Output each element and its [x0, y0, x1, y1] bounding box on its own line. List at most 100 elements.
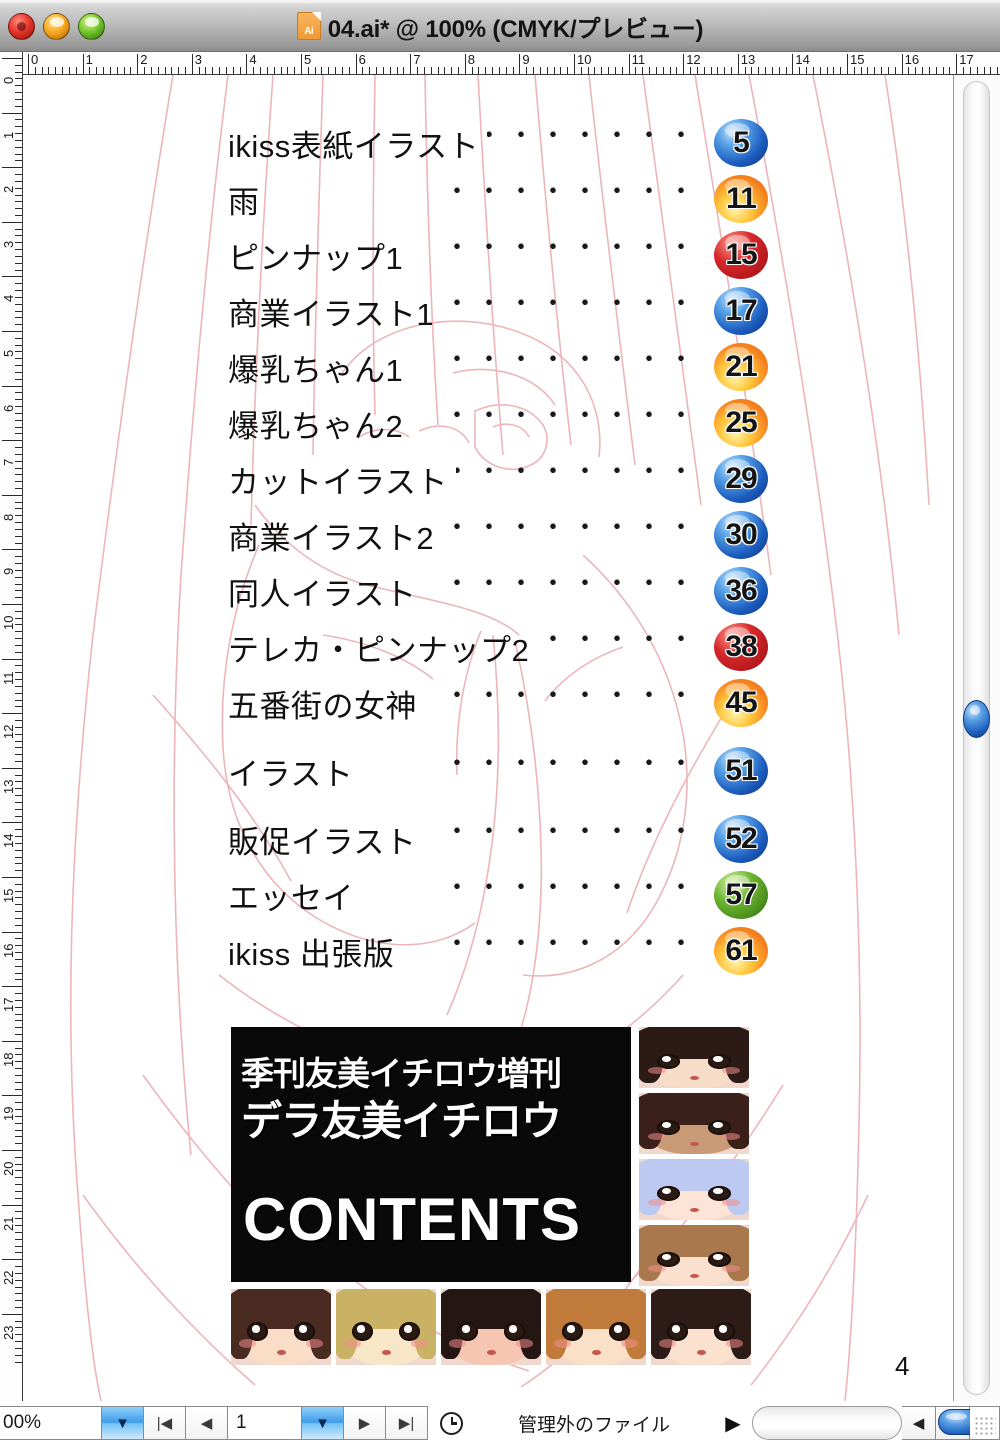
- ruler-tick-minor: [314, 67, 316, 74]
- ruler-tick: [2, 167, 22, 169]
- first-page-button[interactable]: |◀: [144, 1406, 186, 1440]
- ruler-tick-minor: [690, 67, 692, 74]
- ruler-tick-minor: [840, 67, 842, 74]
- last-page-button[interactable]: ▶|: [386, 1406, 428, 1440]
- ruler-tick-minor: [451, 67, 453, 74]
- toc-entry-title: イラスト: [228, 756, 354, 792]
- resize-grip[interactable]: [970, 1406, 1000, 1440]
- ruler-tick-minor: [15, 774, 22, 776]
- status-popup-arrow-icon[interactable]: ▶: [725, 1412, 741, 1435]
- table-of-contents: ikiss表紙イラスト・・・・・・・・5雨・・・・・・・・11ピンナップ1・・・…: [228, 115, 768, 979]
- ruler-tick-minor: [15, 945, 22, 947]
- artboard-canvas[interactable]: ikiss表紙イラスト・・・・・・・・5雨・・・・・・・・11ピンナップ1・・・…: [23, 75, 953, 1401]
- ruler-tick-minor: [260, 67, 262, 74]
- ruler-tick-minor: [942, 67, 944, 74]
- ruler-label: 20: [1, 1161, 16, 1176]
- ruler-tick-minor: [15, 242, 22, 244]
- ruler-label: 15: [1, 888, 16, 903]
- ruler-tick: [2, 767, 22, 769]
- ruler-tick-minor: [567, 67, 569, 74]
- ruler-tick-minor: [594, 67, 596, 74]
- ruler-tick-minor: [15, 1006, 22, 1008]
- ruler-label: 1: [1, 131, 16, 139]
- ruler-tick-minor: [915, 67, 917, 74]
- ruler-tick: [2, 1150, 22, 1151]
- ruler-tick-minor: [15, 1129, 22, 1131]
- ruler-tick-minor: [15, 515, 22, 517]
- toc-page-badge: 51: [714, 747, 768, 795]
- thumb-blue-hair-girl: [639, 1159, 749, 1220]
- ruler-tick-minor: [15, 1088, 22, 1090]
- ruler-tick-minor: [676, 67, 678, 74]
- ruler-tick-minor: [15, 583, 22, 585]
- ruler-tick-minor: [949, 67, 951, 74]
- ruler-tick-minor: [696, 67, 698, 74]
- horizontal-scrollbar-track[interactable]: [752, 1406, 986, 1440]
- ruler-tick-minor: [15, 235, 22, 237]
- ruler-tick: [2, 58, 22, 59]
- close-button[interactable]: [8, 13, 35, 40]
- thumbnail-row: [231, 1289, 755, 1365]
- vertical-ruler[interactable]: 0 1 2 3 4 5 6 7 8 9 10 11 12 13 14 15 16 17 18 19 20 21 22 23: [0, 52, 23, 1401]
- ruler-tick-minor: [15, 692, 22, 694]
- ruler-tick-minor: [15, 1231, 22, 1233]
- toc-entry: 商業イラスト2 ・・・・・・・・ 30: [228, 507, 768, 563]
- ruler-tick-minor: [15, 1279, 22, 1281]
- ruler-tick-minor: [15, 139, 22, 141]
- ruler-tick-minor: [15, 1109, 22, 1111]
- ruler-tick-minor: [15, 467, 22, 469]
- vertical-scrollbar-thumb[interactable]: [963, 700, 990, 738]
- ruler-label: 7: [1, 458, 16, 467]
- ruler-tick: [901, 54, 903, 74]
- vertical-scrollbar[interactable]: [953, 75, 1000, 1401]
- toc-entry-title: ikiss表紙イラスト: [228, 128, 480, 164]
- toc-page-badge: 15: [714, 231, 768, 279]
- toc-entry: 販促イラスト ・・・・・・・・ 52: [228, 811, 768, 867]
- ruler-tick-minor: [335, 67, 337, 74]
- ruler-label: 2: [140, 52, 148, 67]
- ruler-tick-minor: [239, 67, 241, 74]
- toc-page-badge: 45: [714, 679, 768, 727]
- ruler-tick-minor: [15, 1047, 22, 1049]
- scroll-left-button[interactable]: ◀: [902, 1406, 936, 1440]
- minimize-button[interactable]: [43, 13, 70, 40]
- toc-entry-title: エッセイ: [228, 880, 354, 916]
- ruler-tick-minor: [15, 1061, 22, 1063]
- next-page-button[interactable]: ▶: [344, 1406, 386, 1440]
- toc-entry-title: 同人イラスト: [228, 576, 417, 612]
- zoom-popup-button[interactable]: ▼: [102, 1406, 144, 1440]
- previous-page-button[interactable]: ◀: [186, 1406, 228, 1440]
- ruler-tick-minor: [15, 1163, 22, 1165]
- zoom-level-field[interactable]: 00%: [0, 1406, 102, 1440]
- window-titlebar[interactable]: Ai 04.ai* @ 100% (CMYK/プレビュー): [0, 0, 1000, 52]
- vertical-scrollbar-track[interactable]: [963, 81, 990, 1395]
- ruler-tick-minor: [150, 67, 152, 74]
- toc-leader-dots: ・・・・・・・・: [443, 823, 700, 846]
- ruler-tick-minor: [15, 290, 22, 292]
- ruler-label: 17: [1, 997, 16, 1013]
- horizontal-ruler[interactable]: 0 1 2 3 4 5 6 7 8 9 10 11 12 13 14 15 16 17: [22, 52, 1000, 75]
- ruler-tick-minor: [15, 508, 22, 510]
- zoom-button[interactable]: [78, 13, 105, 40]
- page-popup-button[interactable]: ▼: [302, 1406, 344, 1440]
- ruler-tick-minor: [15, 795, 22, 797]
- toc-entry-title: 爆乳ちゃん2: [228, 408, 404, 444]
- ruler-tick-minor: [444, 67, 446, 74]
- ruler-tick-minor: [15, 419, 22, 421]
- ruler-tick-minor: [15, 999, 22, 1001]
- ruler-tick: [246, 54, 248, 74]
- ruler-label: 11: [631, 52, 646, 67]
- illustrator-ai-document-icon: Ai: [296, 12, 321, 40]
- ruler-tick-minor: [751, 67, 753, 74]
- ruler-tick-minor: [34, 67, 36, 74]
- ruler-tick-minor: [15, 174, 22, 176]
- toc-page-badge: 38: [714, 623, 768, 671]
- toc-entry-title: カットイラスト: [228, 464, 448, 500]
- thumb-black-hair-girl: [441, 1289, 541, 1365]
- page-number-field[interactable]: 1: [228, 1406, 302, 1440]
- ruler-label: 3: [194, 52, 203, 67]
- ruler-tick-minor: [867, 67, 869, 74]
- ruler-tick-minor: [15, 194, 22, 196]
- ruler-tick-minor: [15, 883, 22, 885]
- toc-leader-dots: ・・・・・・・・: [443, 351, 700, 374]
